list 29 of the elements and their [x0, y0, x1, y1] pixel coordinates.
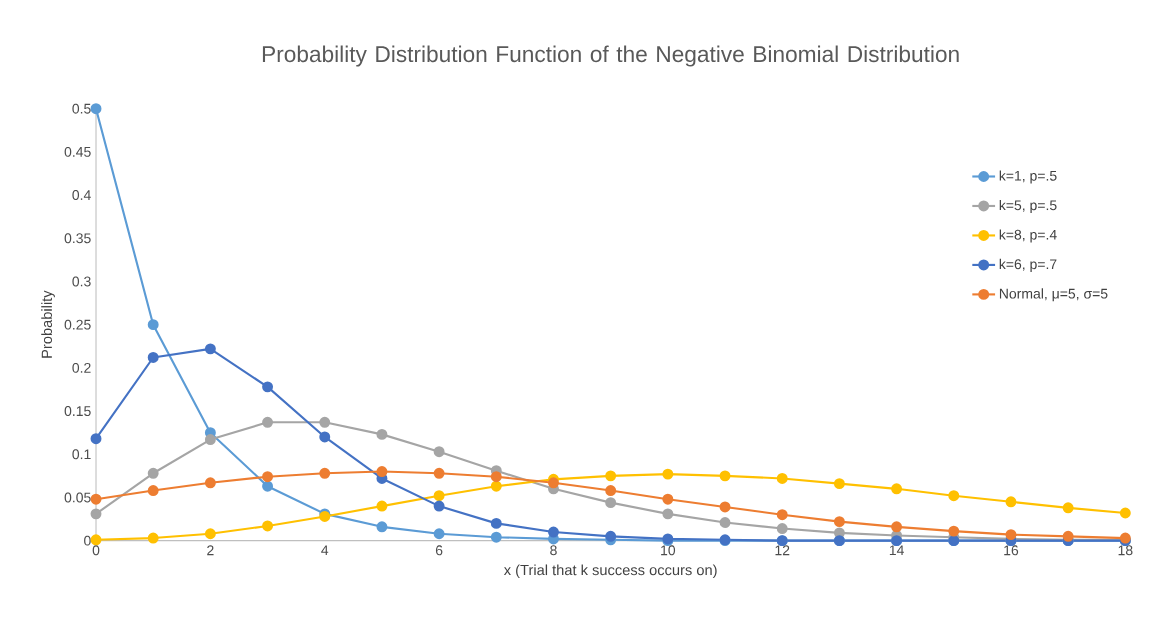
- legend-label: k=1, p=.5: [999, 170, 1057, 184]
- legend-label: k=5, p=.5: [999, 199, 1057, 213]
- x-tick-label: 6: [435, 545, 443, 556]
- legend-label: Normal, μ=5, σ=5: [999, 288, 1108, 302]
- y-tick-label: 0.15: [64, 406, 91, 417]
- x-tick-label: 10: [661, 545, 676, 556]
- y-tick-label: 0.5: [72, 103, 91, 114]
- y-tick-label: 0.1: [72, 449, 91, 460]
- y-tick-label: 0: [84, 535, 91, 546]
- x-tick-label: 4: [321, 545, 329, 555]
- x-tick-label: 2: [207, 545, 214, 556]
- y-tick-label: 0.35: [64, 233, 91, 244]
- y-axis-title: Probability: [41, 290, 55, 358]
- chart-title: Probability Distribution Function of the Negative Binomial Distribution: [262, 45, 959, 67]
- y-tick-label: 0.25: [64, 319, 91, 330]
- x-tick-label: 12: [775, 545, 790, 556]
- y-tick-label: 0.45: [64, 146, 91, 157]
- y-tick-label: 0.05: [64, 492, 91, 503]
- x-tick-label: 0: [92, 545, 100, 556]
- x-axis-title: x (Trial that k success occurs on): [503, 564, 717, 579]
- x-tick-label: 18: [1118, 545, 1133, 556]
- x-tick-label: 8: [550, 545, 557, 556]
- x-tick-label: 16: [1004, 545, 1019, 556]
- y-tick-label: 0.2: [72, 362, 91, 373]
- legend-label: k=8, p=.4: [999, 229, 1057, 243]
- legend-label: k=6, p=.7: [999, 258, 1057, 272]
- y-tick-label: 0.4: [72, 190, 91, 201]
- y-tick-label: 0.3: [72, 276, 91, 287]
- x-tick-label: 14: [889, 545, 904, 555]
